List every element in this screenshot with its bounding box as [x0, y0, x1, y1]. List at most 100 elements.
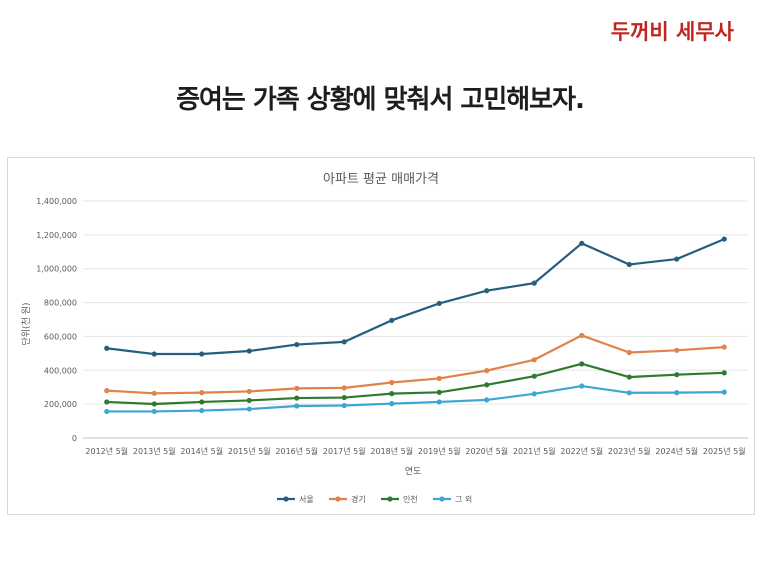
data-point [721, 236, 727, 242]
y-axis-label: 단위(천 원) [21, 302, 32, 345]
data-point [579, 361, 585, 367]
data-point [484, 397, 490, 403]
x-tick-label: 2019년 5월 [418, 446, 461, 456]
data-point [341, 339, 347, 345]
data-point [341, 394, 347, 401]
legend: 서울 경기 인천 그 외 [277, 494, 472, 504]
x-tick-label: 2013년 5월 [133, 446, 176, 456]
x-tick-label: 2017년 5월 [323, 446, 366, 456]
y-tick-label: 0 [72, 434, 77, 443]
series-line [106, 362, 725, 406]
data-point [626, 349, 632, 356]
data-point [579, 240, 585, 246]
data-point [531, 391, 537, 397]
x-tick-label: 2015년 5월 [228, 446, 271, 456]
data-point [674, 390, 680, 396]
y-tick-label: 1,400,000 [36, 197, 77, 206]
legend-marker [335, 496, 341, 502]
legend-marker [283, 496, 289, 502]
data-point [436, 300, 442, 307]
data-point [151, 390, 157, 396]
data-point [294, 341, 300, 348]
legend-label: 경기 [351, 494, 366, 504]
data-point [104, 408, 110, 415]
y-tick-label: 1,000,000 [36, 265, 77, 274]
legend-label: 인천 [403, 494, 418, 504]
data-point [531, 373, 537, 379]
x-tick-label: 2012년 5월 [85, 446, 128, 456]
series-lines [104, 236, 727, 415]
legend-marker [387, 496, 393, 502]
series-line [106, 384, 725, 413]
x-axis-label: 연도 [405, 466, 422, 477]
data-point [674, 347, 680, 353]
data-point [104, 388, 110, 394]
data-point [579, 332, 585, 339]
data-point [436, 389, 442, 395]
data-point [199, 351, 205, 357]
data-point [579, 383, 585, 389]
y-tick-label: 400,000 [44, 366, 77, 375]
data-point [484, 288, 490, 294]
x-tick-label: 2024년 5월 [655, 446, 698, 456]
x-tick-label: 2021년 5월 [513, 446, 556, 456]
y-tick-label: 600,000 [44, 332, 77, 341]
data-point [626, 390, 632, 396]
data-point [436, 375, 442, 382]
data-point [246, 388, 252, 395]
y-tick-label: 1,200,000 [36, 231, 77, 240]
brand-logo-text: 두꺼비 세무사 [610, 20, 734, 44]
data-point [531, 357, 537, 363]
y-tick-label: 200,000 [44, 400, 77, 409]
data-point [389, 401, 395, 407]
x-tick-label: 2014년 5월 [180, 446, 223, 456]
x-tick-label: 2022년 5월 [560, 446, 603, 456]
data-point [674, 372, 680, 378]
data-point [531, 280, 537, 286]
chart-title: 아파트 평균 매매가격 [323, 172, 439, 187]
data-point [104, 399, 110, 405]
data-point [294, 385, 300, 391]
series-line [106, 238, 725, 356]
x-axis-ticks: 2012년 5월 2013년 5월 2014년 5월 2015년 5월 2016년 5월… [85, 446, 745, 456]
data-point [151, 401, 157, 407]
y-axis-ticks: 0 200,000 400,000 600,000 800,000 1,000,000 1,… [36, 197, 77, 443]
data-point [294, 403, 300, 409]
page-headline: 증여는 가족 상황에 맞춰서 고민해보자. [176, 85, 585, 115]
x-tick-label: 2023년 5월 [608, 446, 651, 456]
data-point [626, 261, 632, 268]
data-point [721, 370, 727, 376]
data-point [721, 389, 727, 395]
data-point [721, 344, 727, 350]
x-tick-label: 2025년 5월 [703, 446, 746, 456]
x-tick-label: 2016년 5월 [275, 446, 318, 456]
data-point [389, 379, 395, 386]
data-point [199, 407, 205, 414]
data-point [674, 256, 680, 262]
legend-marker [439, 496, 445, 502]
data-point [626, 374, 632, 380]
data-point [484, 382, 490, 388]
data-point [341, 402, 347, 409]
data-point [389, 391, 395, 397]
gridlines [83, 200, 748, 439]
x-tick-label: 2020년 5월 [465, 446, 508, 456]
data-point [389, 317, 395, 323]
data-point [341, 385, 347, 391]
data-point [484, 368, 490, 374]
data-point [104, 345, 110, 351]
data-point [246, 406, 252, 412]
x-tick-label: 2018년 5월 [370, 446, 413, 456]
data-point [199, 399, 205, 405]
data-point [246, 397, 252, 404]
data-point [246, 348, 252, 354]
y-tick-label: 800,000 [44, 299, 77, 308]
data-point [294, 395, 300, 401]
data-point [151, 351, 157, 357]
data-point [436, 399, 442, 405]
legend-label: 그 외 [455, 494, 472, 504]
data-point [199, 390, 205, 396]
chart-panel: 아파트 평균 매매가격 0 200,000 400,000 600,000 800,00… [7, 157, 755, 515]
line-chart: 아파트 평균 매매가격 0 200,000 400,000 600,000 800,00… [21, 172, 748, 504]
data-point [151, 408, 157, 415]
